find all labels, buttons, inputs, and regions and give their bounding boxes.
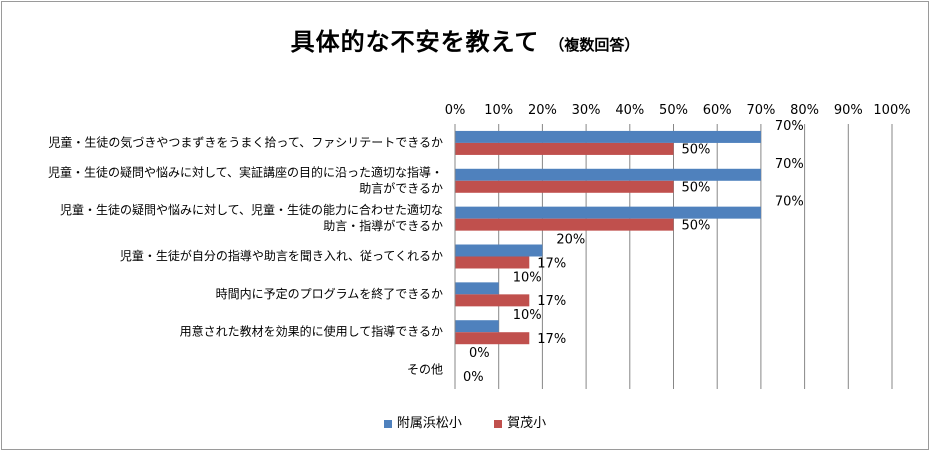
x-tick-label: 80% [790, 103, 819, 118]
x-tick-label: 20% [528, 103, 557, 118]
chart-subtitle: （複数回答） [549, 36, 640, 54]
data-label: 10% [513, 270, 542, 285]
bar [455, 320, 499, 333]
x-tick-label: 70% [746, 103, 775, 118]
category-label: その他 [407, 363, 443, 377]
data-label: 0% [469, 346, 490, 361]
data-label: 17% [537, 294, 566, 309]
x-tick-label: 0% [445, 103, 466, 118]
bar [455, 244, 543, 257]
legend-item-series-2: 賀茂小 [494, 412, 546, 431]
data-label: 70% [775, 195, 804, 210]
chart-title: 具体的な不安を教えて [290, 28, 540, 56]
category-label: 時間内に予定のプログラムを終了できるか [216, 286, 443, 301]
bar [455, 180, 674, 193]
category-label: 児童・生徒の疑問や悩みに対して、児童・生徒の能力に合わせた適切な [60, 202, 443, 217]
data-label: 50% [682, 143, 711, 158]
category-label: 児童・生徒が自分の指導や助言を聞き入れ、従ってくれるか [120, 248, 443, 263]
x-tick-label: 60% [703, 103, 732, 118]
bar [455, 142, 674, 155]
bar [455, 218, 674, 231]
data-label: 17% [537, 332, 566, 347]
category-label: 児童・生徒の疑問や悩みに対して、実証講座の目的に沿った適切な指導・ [48, 164, 443, 179]
x-tick-label: 30% [572, 103, 601, 118]
bar [455, 294, 530, 307]
chart-title-block: 具体的な不安を教えて （複数回答） [0, 22, 930, 57]
legend-swatch-series-1 [383, 419, 392, 428]
category-label: 児童・生徒の気づきやつまずきをうまく拾って、ファシリテートできるか [48, 134, 443, 149]
category-label: 助言・指導ができるか [323, 218, 443, 233]
bar [455, 256, 530, 269]
x-tick-label: 100% [873, 103, 910, 118]
x-tick-label: 40% [615, 103, 644, 118]
legend-swatch-series-2 [494, 419, 503, 428]
data-label: 17% [537, 256, 566, 271]
bar [455, 282, 499, 295]
bar [455, 332, 530, 345]
legend-label-series-2: 賀茂小 [507, 416, 547, 431]
legend-item-series-1: 附属浜松小 [383, 412, 462, 431]
legend-label-series-1: 附属浜松小 [396, 416, 462, 431]
bar [455, 206, 761, 219]
data-label: 70% [775, 119, 804, 134]
category-label: 用意された教材を効果的に使用して指導できるか [180, 324, 443, 339]
x-tick-label: 10% [484, 103, 513, 118]
data-label: 70% [775, 157, 804, 172]
chart-legend: 附属浜松小 賀茂小 [0, 412, 930, 431]
data-label: 50% [682, 181, 711, 196]
data-label: 50% [682, 218, 711, 233]
x-tick-label: 90% [834, 103, 863, 118]
data-label: 20% [556, 233, 585, 248]
bar [455, 130, 761, 143]
data-label: 10% [513, 308, 542, 323]
category-label: 助言ができるか [359, 180, 443, 195]
data-label: 0% [463, 370, 484, 385]
bar [455, 168, 761, 181]
x-tick-label: 50% [659, 103, 688, 118]
